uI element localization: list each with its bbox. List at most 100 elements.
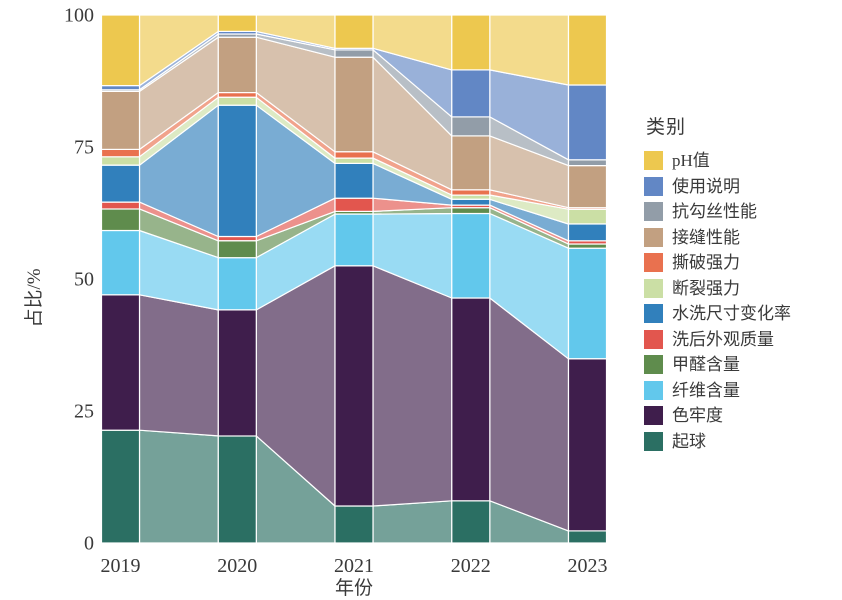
legend-item: 洗后外观质量 [644, 329, 834, 349]
legend-label: 洗后外观质量 [672, 329, 774, 349]
legend-label: 使用说明 [672, 176, 740, 196]
legend-item: 断裂强力 [644, 278, 834, 298]
legend-label: 抗勾丝性能 [672, 202, 757, 221]
chart-legend: 类别 pH值使用说明抗勾丝性能接缝性能撕破强力断裂强力水洗尺寸变化率洗后外观质量… [644, 112, 834, 457]
legend-swatch [644, 431, 663, 451]
bar-segment-撕破强力 [217, 91, 257, 98]
bar-segment-纤维含量 [217, 257, 257, 311]
bar-segment-pH值 [451, 14, 491, 71]
y-axis-ticks: 0 25 50 75 100 [64, 5, 94, 555]
x-axis-label: 年份 [335, 577, 373, 599]
bar-segment-甲醛含量 [217, 240, 257, 259]
bar-segment-起球 [217, 435, 257, 544]
bar-segment-起球 [451, 500, 491, 544]
legend-item: 甲醛含量 [644, 355, 834, 374]
bar-segment-接缝性能 [334, 56, 374, 153]
bar-segment-洗后外观质量 [334, 197, 374, 212]
bar-segment-纤维含量 [100, 229, 141, 296]
bar-segment-pH值 [334, 14, 374, 49]
legend-items: pH值使用说明抗勾丝性能接缝性能撕破强力断裂强力水洗尺寸变化率洗后外观质量 甲醛含… [644, 151, 834, 451]
bar-segment-甲醛含量 [100, 208, 141, 232]
bar-segment-水洗尺寸变化率 [100, 164, 141, 203]
legend-item: 色牢度 [644, 406, 834, 425]
bar-segment-色牢度 [217, 309, 257, 437]
legend-label: 断裂强力 [672, 278, 740, 298]
legend-swatch [644, 329, 663, 349]
bar-segment-使用说明 [451, 69, 491, 118]
bar-segment-水洗尺寸变化率 [567, 223, 608, 242]
x-tick-label: 2019 [101, 555, 141, 577]
x-tick-label: 2021 [334, 555, 374, 577]
bar-segment-洗后外观质量 [100, 201, 141, 210]
area-ribbons [138, 14, 570, 544]
legend-label: 纤维含量 [672, 380, 740, 400]
bar-segment-接缝性能 [100, 90, 141, 151]
bar-segment-断裂强力 [334, 157, 374, 165]
bar-segment-抗勾丝性能 [451, 116, 491, 137]
y-axis-label: 占比/% [23, 268, 45, 327]
bar-segment-接缝性能 [217, 36, 257, 94]
legend-swatch [644, 406, 663, 425]
legend-swatch [644, 278, 663, 298]
y-tick-label: 25 [74, 401, 94, 423]
bar-segment-pH值 [100, 14, 141, 87]
bar-segment-甲醛含量 [451, 207, 491, 215]
bar-segment-接缝性能 [451, 135, 491, 191]
legend-label: 甲醛含量 [672, 355, 740, 374]
legend-label: 接缝性能 [672, 227, 740, 247]
bar-segment-纤维含量 [334, 213, 374, 267]
bar-segment-色牢度 [567, 358, 608, 532]
y-tick-label: 100 [64, 5, 94, 27]
legend-item: 水洗尺寸变化率 [644, 304, 834, 323]
legend-item: 使用说明 [644, 176, 834, 196]
legend-title: 类别 [646, 117, 687, 138]
legend-item: 撕破强力 [644, 253, 834, 272]
y-tick-label: 0 [84, 533, 94, 555]
bar-segment-洗后外观质量 [217, 235, 257, 242]
x-tick-label: 2022 [451, 555, 491, 577]
bar-segment-纤维含量 [567, 247, 608, 360]
bar-segment-断裂强力 [567, 208, 608, 225]
legend-label: 色牢度 [672, 406, 723, 425]
bar-segment-色牢度 [451, 297, 491, 502]
bar-segment-断裂强力 [100, 156, 141, 166]
bar-segment-起球 [334, 505, 374, 544]
legend-swatch [644, 227, 663, 247]
bar-segment-抗勾丝性能 [334, 49, 374, 58]
ribbon-色牢度 [372, 265, 453, 507]
bar-segment-起球 [567, 530, 608, 544]
legend-label: pH值 [672, 151, 710, 170]
bar-segment-断裂强力 [217, 96, 257, 106]
legend-item: 接缝性能 [644, 227, 834, 247]
bar-segment-色牢度 [334, 265, 374, 507]
year-bars [100, 14, 608, 544]
legend-label: 起球 [672, 431, 706, 451]
bar-segment-水洗尺寸变化率 [334, 162, 374, 199]
bar-segment-纤维含量 [451, 212, 491, 299]
bar-segment-撕破强力 [334, 151, 374, 159]
legend-label: 撕破强力 [672, 253, 740, 272]
x-tick-label: 2020 [217, 555, 257, 577]
legend-swatch [644, 304, 663, 323]
legend-swatch [644, 151, 663, 170]
bar-segment-色牢度 [100, 294, 141, 431]
legend-swatch [644, 202, 663, 221]
ribbon-起球 [138, 429, 219, 544]
legend-item: 起球 [644, 431, 834, 451]
bar-segment-水洗尺寸变化率 [451, 198, 491, 206]
bar-segment-甲醛含量 [567, 243, 608, 249]
bar-segment-pH值 [217, 14, 257, 32]
bar-segment-pH值 [567, 14, 608, 86]
y-tick-label: 75 [74, 137, 94, 159]
legend-item: pH值 [644, 151, 834, 170]
x-tick-label: 2023 [568, 555, 608, 577]
ribbon-色牢度 [138, 294, 219, 437]
bar-segment-起球 [100, 429, 141, 544]
bar-segment-使用说明 [567, 84, 608, 161]
bar-segment-接缝性能 [567, 165, 608, 209]
legend-item: 纤维含量 [644, 380, 834, 400]
bar-segment-水洗尺寸变化率 [217, 104, 257, 238]
bar-segment-使用说明 [100, 84, 141, 91]
